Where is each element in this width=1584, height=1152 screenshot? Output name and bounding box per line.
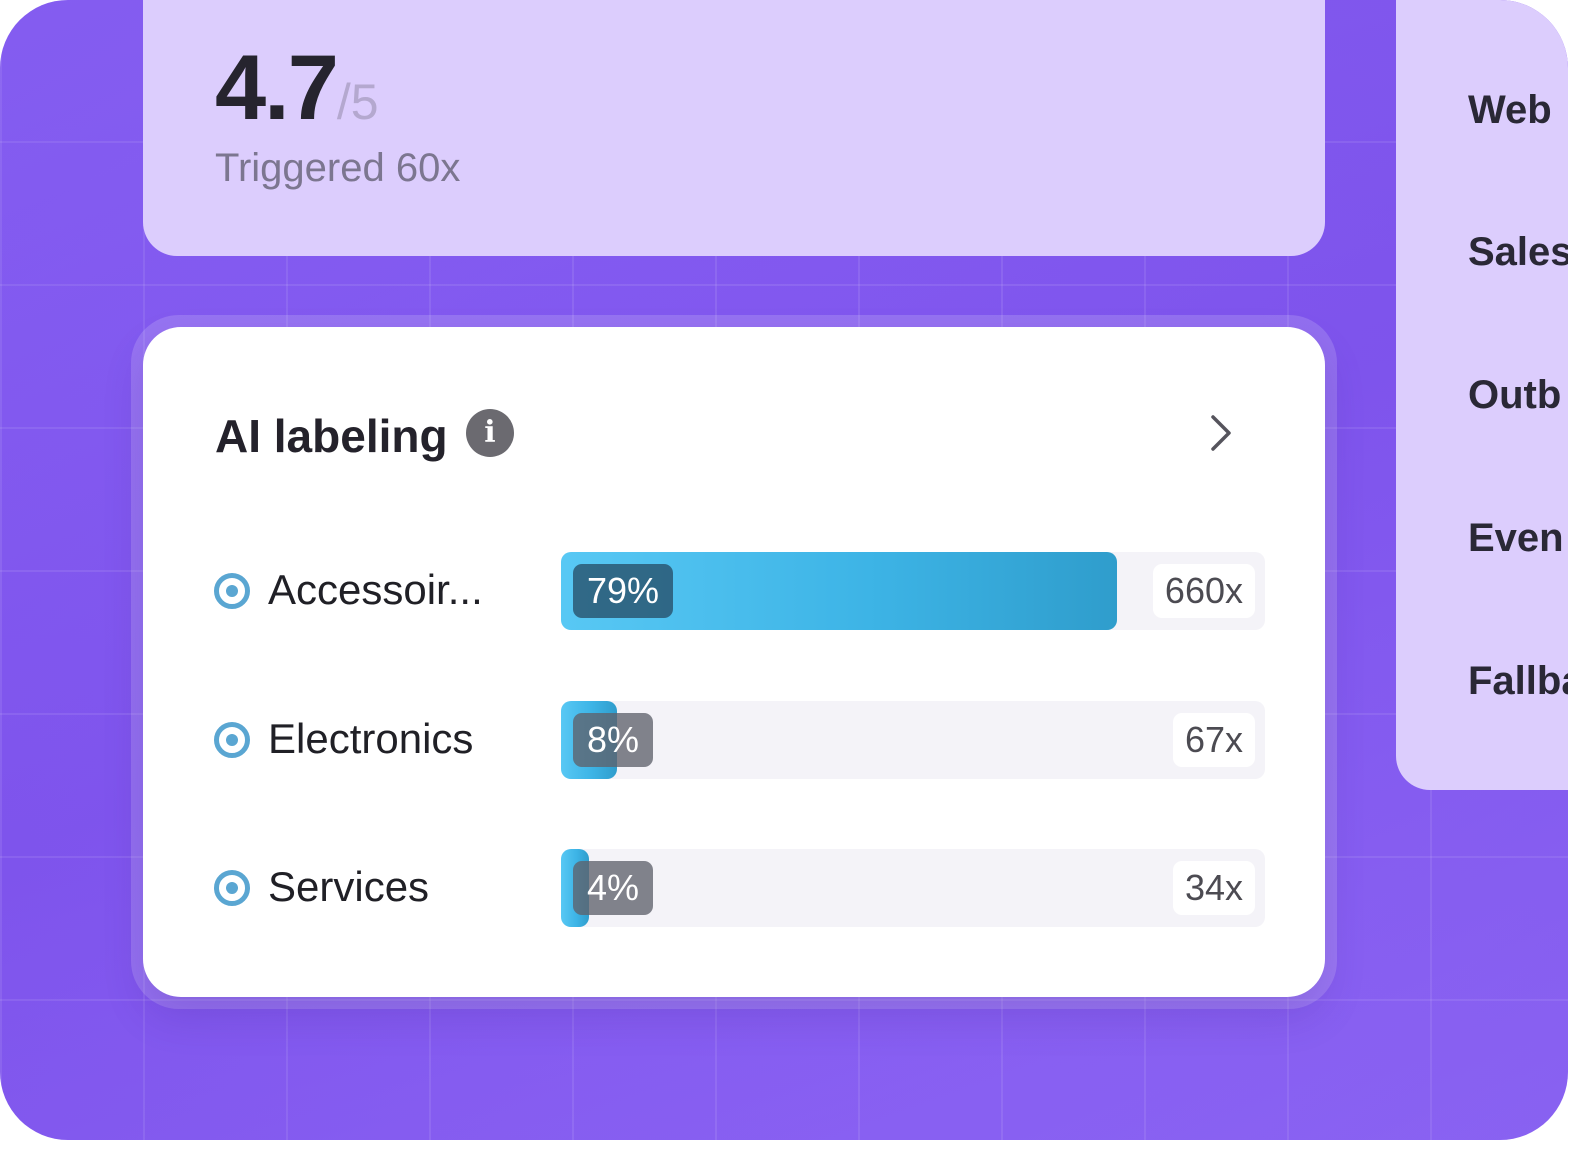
chevron-right-icon[interactable] [1205, 413, 1235, 453]
rating-card: 4.7/5 Triggered 60x [143, 0, 1325, 256]
side-list-item[interactable]: Outb [1468, 373, 1562, 417]
row-label: Accessoir... [268, 566, 483, 613]
card-title: AI labeling [215, 410, 448, 462]
count-badge: 660x [1152, 564, 1255, 618]
side-list-item[interactable]: Web [1468, 88, 1552, 132]
rating-triggered-count: Triggered 60x [215, 146, 461, 190]
background-frame: 4.7/5 Triggered 60x Web Sales Outb Even … [0, 0, 1568, 1140]
percent-badge: 8% [573, 713, 654, 767]
progress-track: 8% 67x [561, 701, 1265, 779]
label-row-services[interactable]: Services 4% 34x [143, 849, 1325, 927]
label-row-accessories[interactable]: Accessoir... 79% 660x [143, 552, 1325, 630]
info-icon[interactable]: i [466, 409, 514, 457]
percent-badge: 4% [573, 861, 654, 915]
percent-badge: 79% [573, 564, 674, 618]
target-icon [214, 870, 250, 906]
side-list-card: Web Sales Outb Even Fallba [1396, 0, 1568, 790]
side-list-item[interactable]: Fallba [1468, 659, 1568, 703]
side-list-item[interactable]: Even [1468, 516, 1564, 560]
row-label: Services [268, 863, 430, 910]
target-icon [214, 722, 250, 758]
progress-track: 4% 34x [561, 849, 1265, 927]
side-list-item[interactable]: Sales [1468, 230, 1568, 274]
target-icon [214, 573, 250, 609]
ai-labeling-card: AI labeling i Accessoir... 79% 660x Elec… [143, 327, 1325, 997]
rating-max: /5 [336, 74, 379, 130]
count-badge: 67x [1172, 713, 1255, 767]
label-row-electronics[interactable]: Electronics 8% 67x [143, 701, 1325, 779]
count-badge: 34x [1172, 861, 1255, 915]
rating-score: 4.7/5 [215, 37, 379, 139]
progress-track: 79% 660x [561, 552, 1265, 630]
row-label: Electronics [268, 715, 474, 762]
